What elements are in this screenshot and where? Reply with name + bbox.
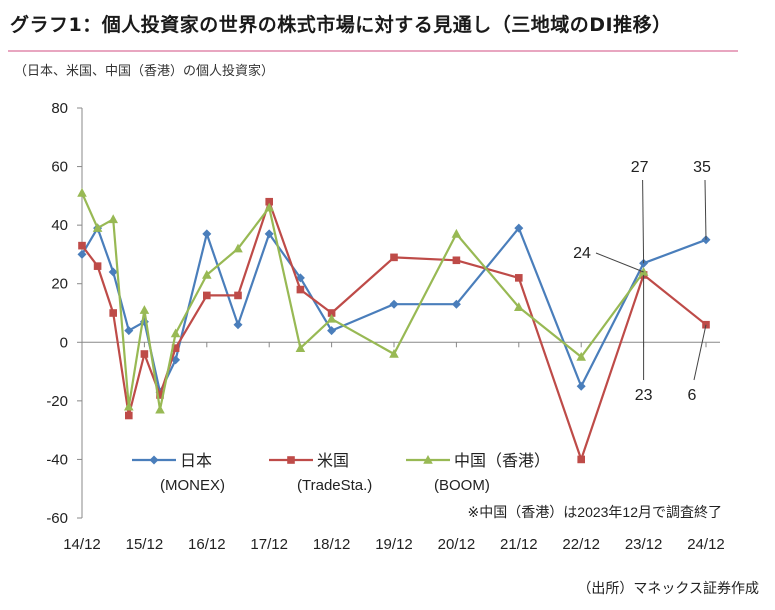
x-tick-label: 22/12 <box>562 536 600 553</box>
series-line <box>80 192 645 411</box>
y-tick-label: 60 <box>51 159 68 176</box>
data-point-triangle <box>295 343 306 352</box>
data-point-square <box>452 256 461 265</box>
data-point-square <box>140 350 149 358</box>
data-point-square <box>515 274 523 282</box>
data-point-diamond <box>514 223 524 233</box>
data-point-square <box>78 241 86 250</box>
chart-subtitle: （日本、米国、中国（香港）の個人投資家） <box>14 64 275 79</box>
data-point-square <box>125 411 133 420</box>
source-note: （出所）マネックス証券作成 <box>577 581 759 597</box>
data-point-triangle <box>451 228 462 238</box>
annotation-label: 6 <box>688 387 697 404</box>
series-line <box>81 200 707 461</box>
legend-sublabel: (TradeSta.) <box>297 477 372 494</box>
data-point-diamond <box>233 320 243 330</box>
y-tick-label: -60 <box>46 510 68 527</box>
data-point-diamond <box>264 229 274 239</box>
data-point-triangle <box>170 328 181 338</box>
annotation-leader-line <box>693 324 707 381</box>
legend-marker <box>149 455 159 465</box>
data-point-square <box>265 197 273 206</box>
data-point-diamond <box>327 326 337 336</box>
data-point-diamond <box>576 381 586 391</box>
data-point-diamond <box>108 267 118 277</box>
x-tick-label: 24/12 <box>687 536 725 553</box>
data-point-square <box>577 455 585 464</box>
legend-marker <box>287 456 295 464</box>
data-point-square <box>156 391 164 399</box>
y-tick-label: 20 <box>51 276 68 293</box>
data-point-triangle <box>139 305 150 314</box>
data-point-triangle <box>514 302 524 311</box>
x-tick-label: 21/12 <box>500 536 538 553</box>
data-point-triangle <box>326 313 337 323</box>
data-point-triangle <box>108 214 118 224</box>
data-point-triangle <box>92 223 103 232</box>
data-point-triangle <box>638 267 649 276</box>
data-point-square <box>93 262 102 270</box>
legend-label: 日本 <box>180 452 212 470</box>
y-tick-label: -20 <box>46 393 68 410</box>
x-tick-label: 14/12 <box>63 536 101 553</box>
annotation-leader-line <box>595 252 644 273</box>
data-point-square <box>296 285 305 294</box>
data-point-square <box>390 253 398 262</box>
data-point-diamond <box>202 229 212 239</box>
chart-title: グラフ1：個人投資家の世界の株式市場に対する見通し（三地域のDI推移） <box>10 14 672 36</box>
title-underline <box>8 50 738 52</box>
annotation-label: 35 <box>693 159 711 176</box>
data-point-diamond <box>389 299 399 309</box>
x-tick-label: 23/12 <box>625 536 663 553</box>
x-tick-label: 20/12 <box>438 536 476 553</box>
x-tick-label: 17/12 <box>250 536 288 553</box>
data-point-triangle <box>389 349 399 358</box>
y-tick-label: 40 <box>51 217 68 234</box>
data-point-diamond <box>124 326 134 336</box>
annotation-leader-line <box>642 179 645 264</box>
data-point-triangle <box>155 404 165 414</box>
data-point-square <box>234 291 242 300</box>
survey-end-note: ※中国（香港）は2023年12月で調査終了 <box>468 504 722 520</box>
data-point-square <box>109 309 117 317</box>
data-point-square <box>327 309 336 317</box>
data-point-triangle <box>77 187 87 197</box>
legend-sublabel: (MONEX) <box>160 477 225 494</box>
data-point-triangle <box>202 269 212 279</box>
legend-marker <box>423 455 433 464</box>
data-point-square <box>203 291 211 300</box>
x-tick-label: 15/12 <box>126 536 164 553</box>
x-tick-label: 18/12 <box>313 536 351 553</box>
x-tick-label: 16/12 <box>188 536 226 553</box>
legend-sublabel: (BOOM) <box>434 477 490 494</box>
annotation-label: 24 <box>573 245 591 262</box>
y-tick-label: 80 <box>51 100 68 117</box>
y-tick-label: -40 <box>46 451 68 468</box>
annotation-label: 23 <box>635 387 653 404</box>
data-point-diamond <box>451 299 461 309</box>
data-point-square <box>171 344 180 352</box>
data-point-triangle <box>264 202 274 212</box>
annotation-leader-line <box>704 179 707 240</box>
data-point-triangle <box>124 401 134 411</box>
data-point-triangle <box>233 243 243 253</box>
data-point-diamond <box>77 249 87 259</box>
series-line <box>81 227 707 394</box>
y-tick-label: 0 <box>60 334 68 351</box>
x-tick-label: 19/12 <box>375 536 413 553</box>
legend-label: 米国 <box>317 452 349 470</box>
data-point-triangle <box>576 351 586 361</box>
legend-label: 中国（香港） <box>454 452 550 470</box>
annotation-label: 27 <box>631 159 649 176</box>
